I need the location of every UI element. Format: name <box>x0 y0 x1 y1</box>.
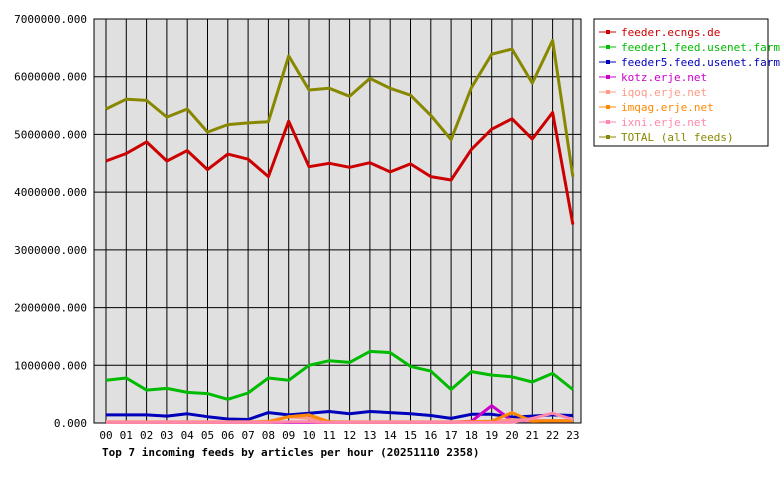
legend-swatch-marker <box>606 30 610 34</box>
series-line <box>105 349 574 401</box>
legend-label: ixni.erje.net <box>621 116 707 129</box>
y-tick-label: 0.000 <box>54 417 87 430</box>
legend-swatch-marker <box>606 120 610 124</box>
x-tick-label: 03 <box>160 429 173 442</box>
legend-label: feeder.ecngs.de <box>621 26 720 39</box>
x-tick-label: 13 <box>363 429 376 442</box>
series-line <box>106 410 573 421</box>
x-tick-label: 20 <box>505 429 518 442</box>
x-tick-label: 04 <box>181 429 195 442</box>
legend-swatch-marker <box>606 75 610 79</box>
plot-area <box>94 19 581 423</box>
x-tick-label: 12 <box>343 429 356 442</box>
legend-label: kotz.erje.net <box>621 71 707 84</box>
legend-swatch-marker <box>606 105 610 109</box>
x-tick-label: 21 <box>526 429 539 442</box>
x-tick-label: 15 <box>404 429 417 442</box>
x-tick-label: 01 <box>120 429 133 442</box>
x-tick-label: 06 <box>221 429 234 442</box>
series-line <box>105 38 575 177</box>
x-tick-label: 05 <box>201 429 214 442</box>
y-tick-label: 7000000.000 <box>14 13 87 26</box>
x-tick-label: 19 <box>485 429 498 442</box>
x-tick-label: 08 <box>262 429 275 442</box>
legend-label: TOTAL (all feeds) <box>621 131 734 144</box>
legend-label: feeder1.feed.usenet.farm <box>621 41 780 54</box>
x-tick-label: 10 <box>302 429 315 442</box>
legend-swatch-marker <box>606 135 610 139</box>
x-tick-label: 09 <box>282 429 295 442</box>
x-tick-label: 18 <box>465 429 478 442</box>
chart-title: Top 7 incoming feeds by articles per hou… <box>102 446 480 459</box>
series-line <box>106 411 574 424</box>
x-tick-label: 22 <box>546 429 559 442</box>
legend-swatch-marker <box>606 45 610 49</box>
x-axis-ticks: 00 01 02 03 04 05 06 07 08 09 10 11 12 13 14 15 16 17 18 19… <box>99 429 579 442</box>
series-lines <box>105 38 575 424</box>
x-tick-label: 02 <box>140 429 153 442</box>
x-tick-label: 07 <box>241 429 254 442</box>
y-tick-label: 6000000.000 <box>14 71 87 84</box>
legend-label: imqag.erje.net <box>621 101 714 114</box>
legend-label: iqoq.erje.net <box>621 86 707 99</box>
x-tick-label: 14 <box>384 429 398 442</box>
x-tick-label: 23 <box>566 429 579 442</box>
y-axis-ticks: 0.000 1000000.000 2000000.000 3000000.000 40… <box>14 13 87 430</box>
x-tick-label: 17 <box>444 429 457 442</box>
y-tick-label: 5000000.000 <box>14 128 87 141</box>
legend-label: feeder5.feed.usenet.farm <box>621 56 780 69</box>
y-tick-label: 3000000.000 <box>14 244 87 257</box>
grid-lines <box>94 18 581 424</box>
legend-box <box>593 18 769 147</box>
x-tick-label: 16 <box>424 429 437 442</box>
legend-swatch-marker <box>606 60 610 64</box>
x-tick-label: 11 <box>323 429 336 442</box>
series-line <box>105 111 575 225</box>
y-tick-label: 4000000.000 <box>14 186 87 199</box>
y-tick-label: 2000000.000 <box>14 302 87 315</box>
y-tick-label: 1000000.000 <box>14 359 87 372</box>
x-tick-label: 00 <box>99 429 112 442</box>
legend-swatch-marker <box>606 90 610 94</box>
legend: feeder.ecngs.de feeder1.feed.usenet.farm f… <box>593 18 780 147</box>
